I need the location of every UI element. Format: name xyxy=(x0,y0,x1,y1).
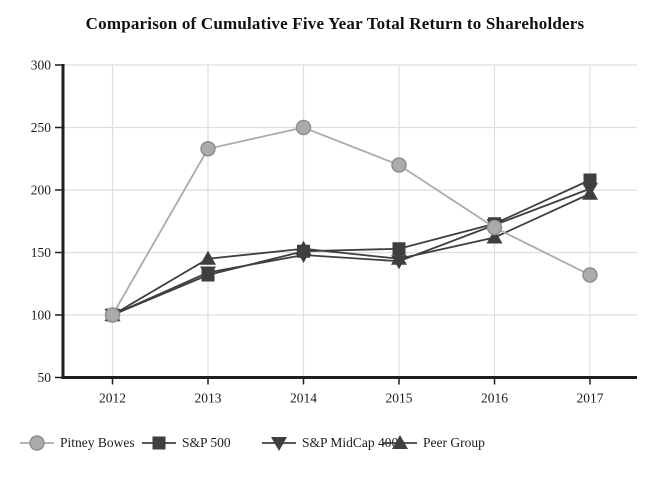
svg-text:2017: 2017 xyxy=(577,391,604,406)
svg-text:300: 300 xyxy=(31,58,52,73)
svg-text:2013: 2013 xyxy=(195,391,222,406)
triangle-up-marker-icon xyxy=(383,435,417,449)
legend-label: S&P 500 xyxy=(182,435,231,450)
svg-text:2015: 2015 xyxy=(386,391,413,406)
svg-text:2014: 2014 xyxy=(290,391,317,406)
chart-legend: Pitney Bowes S&P 500 S&P MidCap 400 Peer… xyxy=(0,434,670,454)
legend-label: S&P MidCap 400 xyxy=(302,435,399,450)
legend-item-sp-midcap-400: S&P MidCap 400 xyxy=(262,434,398,452)
circle-marker-icon xyxy=(20,435,54,451)
series-peer-group xyxy=(104,185,598,321)
legend-item-peer-group: Peer Group xyxy=(383,434,485,452)
series-pitney-bowes xyxy=(104,119,598,323)
svg-text:100: 100 xyxy=(31,308,52,323)
svg-text:2016: 2016 xyxy=(481,391,508,406)
triangle-down-marker-icon xyxy=(262,437,296,451)
chart-title: Comparison of Cumulative Five Year Total… xyxy=(85,14,585,33)
svg-text:50: 50 xyxy=(38,370,52,385)
square-marker-icon xyxy=(142,436,176,450)
svg-text:150: 150 xyxy=(31,245,52,260)
svg-text:200: 200 xyxy=(31,183,52,198)
legend-item-sp500: S&P 500 xyxy=(142,434,231,452)
svg-text:250: 250 xyxy=(31,120,52,135)
legend-label: Pitney Bowes xyxy=(60,435,135,450)
legend-label: Peer Group xyxy=(423,435,485,450)
series-s-p-500 xyxy=(106,173,597,322)
svg-text:2012: 2012 xyxy=(99,391,126,406)
legend-item-pitney-bowes: Pitney Bowes xyxy=(20,434,135,452)
plot-area: 50 100 150 200 250 300 2012 2013 2014 2015 2016 201… xyxy=(31,58,637,406)
